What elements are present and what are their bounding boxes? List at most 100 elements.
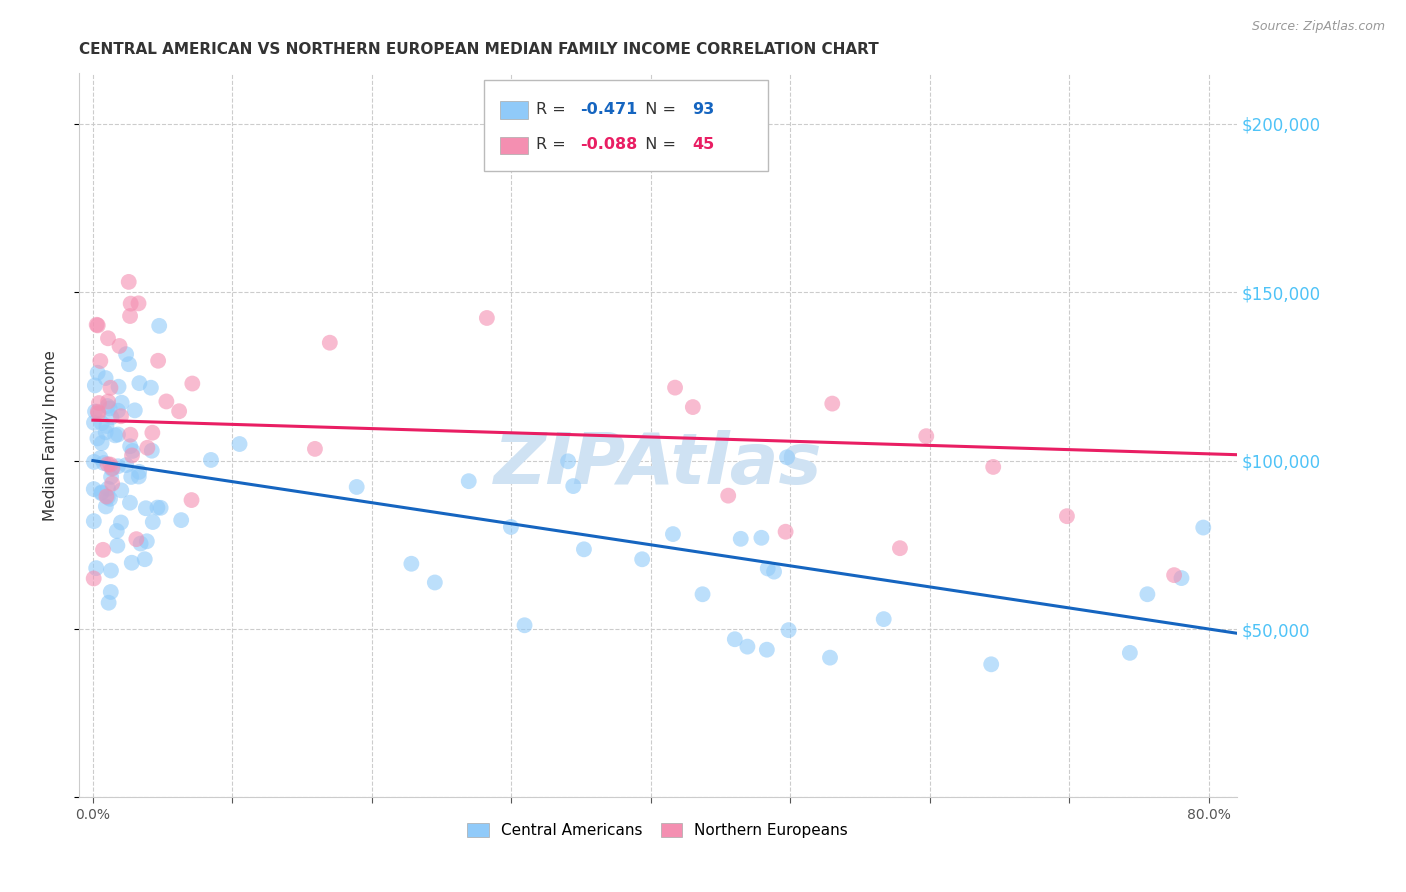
Point <box>755 642 778 657</box>
Point <box>110 516 132 530</box>
Point <box>84 404 107 418</box>
Point <box>101 462 124 476</box>
Point <box>124 403 146 417</box>
Point <box>96 490 118 504</box>
Point <box>100 410 122 425</box>
Text: 93: 93 <box>693 102 714 117</box>
Point <box>89 450 111 465</box>
Point <box>346 480 368 494</box>
Point <box>135 534 157 549</box>
Point <box>83 572 105 586</box>
Point <box>100 381 122 395</box>
Point <box>89 354 111 368</box>
Point <box>818 650 841 665</box>
Point <box>87 406 110 420</box>
Point <box>136 441 159 455</box>
Point <box>167 404 190 418</box>
Point <box>87 396 110 410</box>
Point <box>90 416 112 430</box>
Point <box>90 486 112 500</box>
Point <box>87 318 110 333</box>
Point <box>129 536 152 550</box>
Point <box>120 309 142 323</box>
Point <box>682 400 704 414</box>
Point <box>141 425 163 440</box>
Point <box>128 469 150 483</box>
Text: N =: N = <box>634 102 681 117</box>
Point <box>1056 509 1078 524</box>
Point <box>457 474 479 488</box>
Point <box>98 491 121 506</box>
Point <box>228 437 250 451</box>
Point <box>889 541 911 556</box>
Point <box>118 496 141 510</box>
Point <box>90 436 112 450</box>
Point <box>96 419 118 434</box>
Point <box>86 431 108 445</box>
Text: CENTRAL AMERICAN VS NORTHERN EUROPEAN MEDIAN FAMILY INCOME CORRELATION CHART: CENTRAL AMERICAN VS NORTHERN EUROPEAN ME… <box>79 42 879 57</box>
Point <box>562 479 585 493</box>
Point <box>572 542 595 557</box>
Text: Source: ZipAtlas.com: Source: ZipAtlas.com <box>1251 20 1385 33</box>
Point <box>105 539 128 553</box>
Point <box>87 405 110 419</box>
Legend: Central Americans, Northern Europeans: Central Americans, Northern Europeans <box>461 817 855 844</box>
Point <box>110 483 132 498</box>
Point <box>115 347 138 361</box>
Point <box>475 310 498 325</box>
Point <box>86 318 108 332</box>
Point <box>980 657 1002 672</box>
Point <box>100 470 122 484</box>
Point <box>101 476 124 491</box>
Point <box>108 339 131 353</box>
Point <box>83 514 105 528</box>
Point <box>724 632 747 647</box>
Point <box>120 439 142 453</box>
Point <box>97 491 120 505</box>
Point <box>1119 646 1142 660</box>
Point <box>778 623 800 637</box>
Point <box>118 275 141 289</box>
Point <box>100 585 122 599</box>
Point <box>84 561 107 575</box>
Text: -0.088: -0.088 <box>581 137 637 153</box>
Point <box>662 527 685 541</box>
Point <box>146 500 169 515</box>
Point <box>915 429 938 443</box>
Point <box>97 482 120 496</box>
Point <box>104 428 127 442</box>
Point <box>105 524 128 538</box>
Text: N =: N = <box>634 137 681 153</box>
Point <box>180 493 202 508</box>
Point <box>83 378 105 392</box>
Point <box>94 425 117 440</box>
Point <box>98 458 121 472</box>
Point <box>737 640 759 654</box>
Point <box>756 561 779 575</box>
Point <box>125 532 148 546</box>
Point <box>107 459 129 474</box>
Point <box>717 489 740 503</box>
Point <box>120 470 142 484</box>
Point <box>149 500 172 515</box>
FancyBboxPatch shape <box>501 137 529 154</box>
Point <box>118 357 141 371</box>
Point <box>981 459 1004 474</box>
Point <box>1192 520 1215 534</box>
Text: ZIPAtlas: ZIPAtlas <box>494 430 823 499</box>
Point <box>1163 568 1185 582</box>
Point <box>141 443 163 458</box>
Point <box>631 552 654 566</box>
Point <box>110 409 132 424</box>
Point <box>513 618 536 632</box>
Point <box>90 485 112 500</box>
Point <box>97 457 120 471</box>
Text: 45: 45 <box>693 137 714 153</box>
Point <box>83 482 105 496</box>
Point <box>146 353 169 368</box>
Point <box>94 500 117 514</box>
Point <box>557 454 579 468</box>
Point <box>730 532 752 546</box>
Point <box>170 513 193 527</box>
Point <box>120 427 142 442</box>
